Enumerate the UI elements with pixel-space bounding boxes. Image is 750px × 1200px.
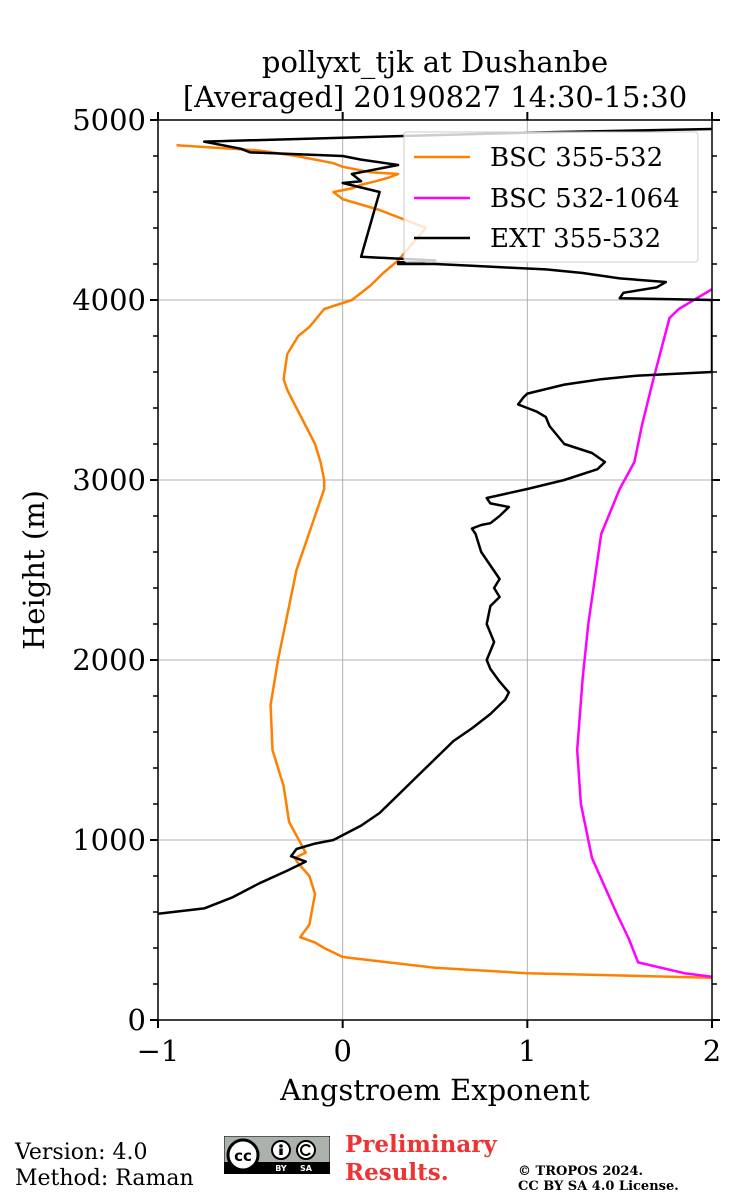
copyright-line-1: © TROPOS 2024. [518,1164,644,1179]
series-line-bsc-532-1064 [575,288,712,979]
preliminary-line-2: Results. [345,1159,449,1186]
legend: BSC 355-532 BSC 532-1064 EXT 355-532 [403,131,699,263]
plot-frame [157,119,713,1021]
x-tick-label: 1 [518,1034,536,1068]
copyright-notice: © TROPOS 2024. CC BY SA 4.0 License. [518,1164,679,1194]
preliminary-notice: Preliminary Results. [345,1131,497,1187]
cc-by-sa-license-icon: cc BY SA [224,1136,330,1174]
y-tick-label: 4000 [72,283,146,317]
x-tick-label: 2 [703,1034,721,1068]
preliminary-line-1: Preliminary [345,1131,497,1158]
version-text: Version: 4.0 [15,1140,148,1165]
x-axis-label: Angstroem Exponent [279,1073,590,1107]
cc-by-text: BY [275,1164,287,1173]
y-axis-label: Height (m) [17,490,51,650]
series-line-bsc-355-532 [176,143,712,979]
cc-logo-text: cc [234,1147,252,1165]
y-tick-label: 3000 [72,463,146,497]
y-tick-label: 1000 [72,823,146,857]
chart: pollyxt_tjk at Dushanbe [Averaged] 20190… [17,45,721,1107]
y-tick-label: 5000 [72,103,146,137]
copyright-line-2: CC BY SA 4.0 License. [518,1179,679,1194]
x-tick-label: −1 [137,1034,180,1068]
y-tick-label: 0 [128,1003,146,1037]
chart-title-line1: pollyxt_tjk at Dushanbe [262,45,608,80]
chart-title-line2: [Averaged] 20190827 14:30-15:30 [183,80,687,114]
legend-label-ext-355-532: EXT 355-532 [490,224,661,254]
legend-label-bsc-532-1064: BSC 532-1064 [490,184,680,214]
method-text: Method: Raman [15,1166,194,1191]
cc-sa-text: SA [300,1164,313,1173]
legend-box [403,131,699,263]
x-tick-label: 0 [333,1034,351,1068]
y-tick-label: 2000 [72,643,146,677]
legend-label-bsc-355-532: BSC 355-532 [490,143,663,173]
